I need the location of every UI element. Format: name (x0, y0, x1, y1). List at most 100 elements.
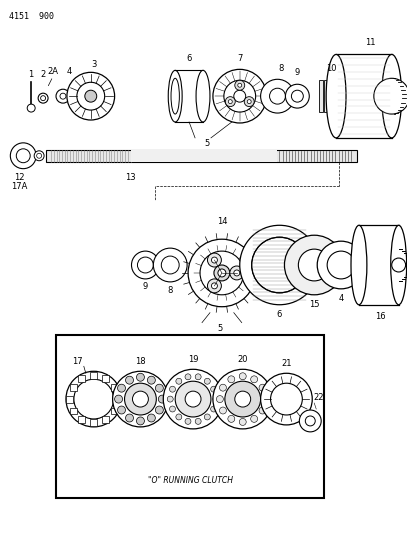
Circle shape (133, 391, 149, 407)
Ellipse shape (351, 225, 367, 305)
Circle shape (176, 414, 182, 420)
Text: 16: 16 (375, 312, 386, 321)
Bar (131, 150, 277, 161)
Ellipse shape (382, 54, 401, 138)
Text: 13: 13 (125, 173, 136, 182)
Circle shape (41, 95, 46, 101)
Circle shape (317, 241, 365, 289)
Bar (111, 408, 118, 415)
Text: 9: 9 (143, 282, 148, 292)
Bar (336, 54, 396, 138)
Bar (67, 395, 73, 402)
Text: 9: 9 (295, 68, 300, 77)
Circle shape (252, 237, 307, 293)
Circle shape (211, 406, 217, 412)
Bar (70, 384, 77, 391)
Circle shape (271, 383, 302, 415)
Bar (90, 419, 97, 426)
Circle shape (204, 378, 210, 384)
Text: 1: 1 (29, 70, 34, 79)
Circle shape (327, 251, 355, 279)
Ellipse shape (196, 70, 210, 122)
Circle shape (208, 279, 222, 293)
Circle shape (137, 257, 153, 273)
Bar (90, 372, 97, 379)
Text: 4: 4 (338, 294, 344, 303)
Text: 8: 8 (279, 64, 284, 73)
Circle shape (161, 256, 179, 274)
Text: 2: 2 (40, 70, 46, 79)
Bar (324, 80, 328, 112)
Circle shape (34, 151, 44, 161)
Text: 2A: 2A (48, 67, 58, 76)
Text: 14: 14 (217, 217, 227, 226)
Circle shape (270, 88, 286, 104)
Circle shape (220, 384, 226, 391)
Circle shape (37, 154, 42, 158)
Circle shape (244, 96, 254, 107)
Ellipse shape (171, 78, 180, 114)
Circle shape (225, 96, 235, 107)
Circle shape (167, 396, 173, 402)
Bar (78, 416, 85, 423)
Circle shape (224, 80, 256, 112)
Circle shape (225, 381, 261, 417)
Circle shape (153, 248, 187, 282)
Bar (111, 384, 118, 391)
Circle shape (298, 249, 330, 281)
Bar (46, 150, 357, 161)
Circle shape (211, 386, 217, 392)
Circle shape (56, 89, 70, 103)
Text: 3: 3 (91, 60, 96, 69)
Circle shape (155, 384, 163, 392)
Circle shape (216, 395, 223, 402)
Bar (78, 375, 85, 382)
Bar (56, 335, 324, 498)
Circle shape (211, 283, 217, 289)
Circle shape (163, 369, 223, 429)
Circle shape (228, 415, 235, 422)
Bar (334, 80, 338, 112)
Circle shape (113, 372, 168, 427)
Circle shape (185, 391, 201, 407)
Bar (70, 408, 77, 415)
Text: 17A: 17A (11, 182, 27, 191)
Text: 7: 7 (237, 54, 242, 63)
Circle shape (211, 257, 217, 263)
Bar (339, 80, 343, 112)
Circle shape (234, 90, 246, 102)
Bar (319, 80, 323, 112)
Text: 22: 22 (313, 393, 324, 401)
Bar (359, 225, 399, 305)
Circle shape (126, 376, 133, 384)
Circle shape (60, 93, 66, 99)
Circle shape (27, 104, 35, 112)
Circle shape (214, 265, 230, 281)
Circle shape (136, 373, 144, 381)
Text: 8: 8 (168, 286, 173, 295)
Text: 19: 19 (188, 355, 198, 364)
Text: 6: 6 (186, 54, 192, 63)
Circle shape (235, 80, 245, 90)
Circle shape (169, 386, 175, 392)
Circle shape (291, 90, 303, 102)
Circle shape (185, 418, 191, 424)
Bar (102, 416, 109, 423)
Bar (114, 395, 121, 402)
Ellipse shape (391, 225, 407, 305)
Circle shape (118, 384, 126, 392)
Circle shape (213, 369, 273, 429)
Circle shape (175, 381, 211, 417)
Circle shape (259, 407, 266, 414)
Circle shape (195, 374, 201, 380)
Circle shape (124, 383, 156, 415)
Circle shape (147, 376, 155, 384)
Text: 5: 5 (217, 324, 222, 333)
Circle shape (195, 418, 201, 424)
Circle shape (374, 78, 408, 114)
Text: 21: 21 (281, 359, 292, 368)
Circle shape (118, 406, 126, 414)
Circle shape (299, 410, 321, 432)
Text: 15: 15 (309, 300, 319, 309)
Circle shape (261, 373, 312, 425)
